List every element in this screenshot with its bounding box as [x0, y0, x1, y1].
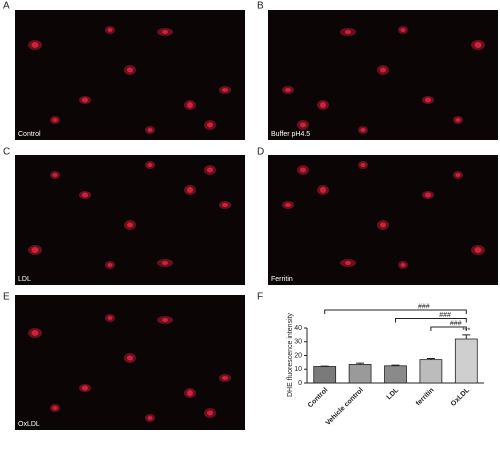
- comparison-bracket: [324, 309, 467, 314]
- comparison-bracket: [430, 326, 467, 331]
- panel-e: E OxLDL: [3, 292, 245, 430]
- y-tick-label: 10: [294, 366, 302, 373]
- x-tick-label: LDL: [386, 386, 401, 401]
- panel-caption: Ferritin: [271, 276, 293, 283]
- y-tick-label: 0: [298, 380, 302, 387]
- panel-caption: OxLDL: [18, 421, 40, 428]
- bar: [313, 366, 337, 384]
- x-tick-label: OxLDL: [450, 386, 472, 408]
- panel-b: B Buffer pH4.5: [257, 1, 498, 140]
- panel-caption: Control: [18, 131, 41, 138]
- x-tick-label: Vehicle control: [325, 387, 365, 427]
- panel-caption: LDL: [18, 276, 31, 283]
- panel-letter: C: [3, 147, 10, 158]
- error-bar: [391, 364, 400, 366]
- comparison-label: ###: [450, 320, 462, 327]
- y-tick-label: 40: [294, 325, 302, 332]
- comparison-label: ###: [418, 303, 430, 310]
- y-tick-label: 20: [294, 352, 302, 359]
- panel-letter: D: [257, 147, 264, 158]
- x-tick-label: Control: [307, 387, 330, 410]
- panel-letter: F: [257, 292, 263, 303]
- panel-a: A Control: [3, 1, 245, 140]
- bar: [454, 338, 478, 384]
- panel-c: C LDL: [3, 147, 245, 285]
- comparison-bracket: [395, 318, 467, 323]
- bar: [384, 365, 407, 384]
- significance-stars: ***: [462, 328, 470, 335]
- y-tick-label: 30: [294, 339, 302, 346]
- bar: [348, 364, 372, 384]
- bar: [419, 359, 443, 384]
- panel-caption: Buffer pH4.5: [271, 131, 310, 138]
- panel-letter: B: [257, 1, 264, 12]
- error-bar: [426, 358, 435, 360]
- panel-f: F DHE fluorescence intensity 0 10 20 30 40 Co…: [257, 292, 484, 427]
- comparison-label: ###: [439, 312, 451, 319]
- panel-letter: A: [3, 1, 10, 12]
- error-bar: [462, 334, 471, 339]
- error-bar: [356, 362, 365, 365]
- y-axis-label: DHE fluorescence intensity: [287, 312, 294, 397]
- panel-letter: E: [3, 292, 10, 303]
- x-tick-label: ferritin: [415, 387, 436, 408]
- panel-d: D Ferritin: [257, 147, 498, 285]
